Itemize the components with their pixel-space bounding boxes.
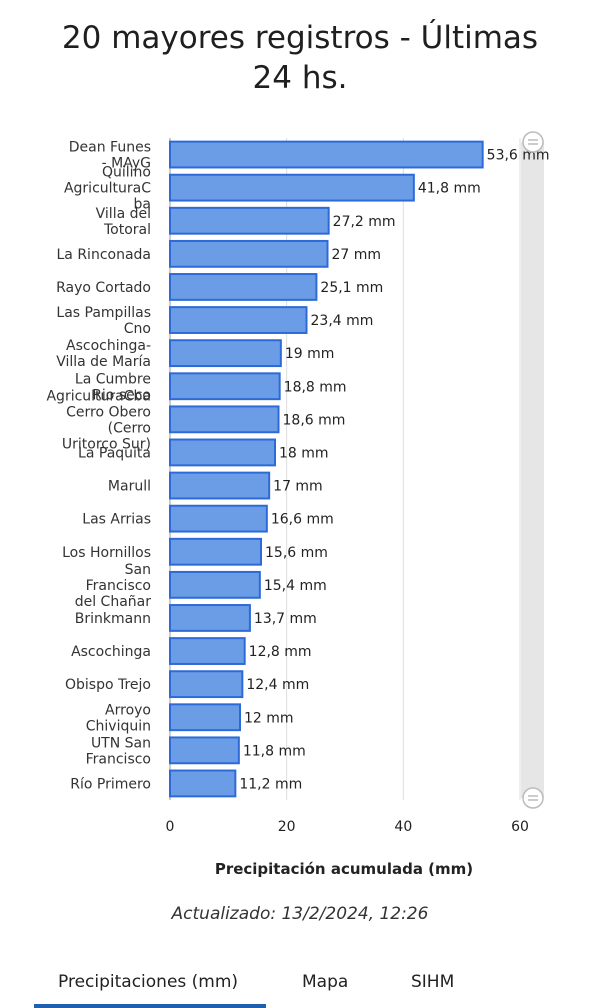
category-label: Obispo Trejo xyxy=(65,677,151,693)
bar xyxy=(169,604,251,632)
chart-title-line-1: 20 mayores registros - Últimas xyxy=(61,20,539,56)
data-label: 18 mm xyxy=(279,445,329,461)
data-label: 27 mm xyxy=(332,247,382,263)
category-label: Marull xyxy=(108,479,151,495)
category-label: AgriculturaCba xyxy=(46,388,151,404)
bar xyxy=(169,637,246,665)
bar xyxy=(169,372,281,401)
category-label: Villa de María xyxy=(56,354,151,370)
data-label: 11,8 mm xyxy=(243,743,306,759)
scrollbar-track[interactable] xyxy=(521,142,544,798)
bar xyxy=(169,339,282,368)
bar xyxy=(169,670,244,699)
bar xyxy=(169,570,261,599)
category-label: Cerro Obero xyxy=(66,404,151,420)
data-label: 15,6 mm xyxy=(265,545,328,561)
active-tab-indicator xyxy=(34,1004,266,1008)
chart-title: 20 mayores registros - Últimas 24 hs. xyxy=(0,18,600,98)
data-label: 41,8 mm xyxy=(418,181,481,197)
updated-timestamp: Actualizado: 13/2/2024, 12:26 xyxy=(171,904,429,924)
category-label: La Paquita xyxy=(78,445,151,461)
data-label: 11,2 mm xyxy=(239,776,302,792)
category-label: (Cerro xyxy=(108,420,151,436)
category-label: Francisco xyxy=(86,751,151,767)
bar xyxy=(169,438,276,467)
bar xyxy=(169,703,241,732)
data-label: 25,1 mm xyxy=(320,280,383,296)
bar xyxy=(169,306,308,334)
category-label: - MAyG xyxy=(102,156,151,172)
category-label: ba xyxy=(134,197,151,213)
category-label: Río Primero xyxy=(70,776,151,792)
category-label: Villa del xyxy=(96,206,151,222)
category-label: UTN San xyxy=(91,735,151,751)
bar xyxy=(169,504,268,533)
x-tick-label: 60 xyxy=(511,819,529,835)
data-label: 17 mm xyxy=(273,479,323,495)
category-label: Arroyo xyxy=(105,702,151,718)
data-label: 19 mm xyxy=(285,346,335,362)
category-label: Totoral xyxy=(103,222,151,238)
category-label: San xyxy=(125,562,151,578)
bar xyxy=(169,206,330,235)
data-label: 18,8 mm xyxy=(284,379,347,395)
category-label: Brinkmann xyxy=(75,611,151,627)
category-label: Rio seco xyxy=(92,387,151,403)
category-label: Dean Funes xyxy=(69,140,151,156)
data-label: 18,6 mm xyxy=(283,412,346,428)
tab-precipitaciones[interactable]: Precipitaciones (mm) xyxy=(58,972,239,992)
bar xyxy=(169,140,484,169)
chart-title-line-2: 24 hs. xyxy=(252,60,348,96)
category-label: del Chañar xyxy=(75,594,152,610)
data-label: 15,4 mm xyxy=(264,578,327,594)
bar xyxy=(169,273,318,301)
category-label: Los Hornillos xyxy=(62,545,151,561)
data-label: 12,4 mm xyxy=(246,677,309,693)
category-label: Ascochinga- xyxy=(66,338,151,354)
category-label: La Cumbre xyxy=(75,371,151,387)
bar xyxy=(169,239,329,268)
bar xyxy=(169,769,237,798)
category-label: Uritorco Sur) xyxy=(62,436,151,452)
category-label: Quilino xyxy=(102,165,151,181)
bar xyxy=(169,405,280,434)
data-label: 12,8 mm xyxy=(249,644,312,660)
data-label: 16,6 mm xyxy=(271,512,334,528)
bar xyxy=(169,736,240,765)
scroll-handle-top[interactable] xyxy=(522,131,544,153)
tab-sihm[interactable]: SIHM xyxy=(411,972,455,992)
x-tick-label: 40 xyxy=(394,819,412,835)
category-label: Las Pampillas xyxy=(56,305,151,321)
category-label: Ascochinga xyxy=(71,644,151,660)
tab-bar: Precipitaciones (mm) Mapa SIHM xyxy=(0,962,600,1008)
data-label: 12 mm xyxy=(244,710,294,726)
category-label: AgriculturaC xyxy=(64,181,151,197)
x-tick-label: 20 xyxy=(278,819,296,835)
data-label: 13,7 mm xyxy=(254,611,317,627)
bar xyxy=(169,537,262,566)
category-label: Francisco xyxy=(86,578,151,594)
category-label: Rayo Cortado xyxy=(56,280,151,296)
bar xyxy=(169,173,415,202)
category-label: Las Arrias xyxy=(82,512,151,528)
x-axis-title: Precipitación acumulada (mm) xyxy=(214,860,474,878)
category-label: La Rinconada xyxy=(57,247,152,263)
category-label: Cno xyxy=(124,321,151,337)
category-label: Chiviquin xyxy=(86,718,151,734)
tab-mapa[interactable]: Mapa xyxy=(302,972,349,992)
data-label: 27,2 mm xyxy=(333,214,396,230)
x-tick-label: 0 xyxy=(166,819,175,835)
scroll-handle-bottom[interactable] xyxy=(522,787,544,809)
data-label: 23,4 mm xyxy=(311,313,374,329)
bar xyxy=(169,471,271,500)
